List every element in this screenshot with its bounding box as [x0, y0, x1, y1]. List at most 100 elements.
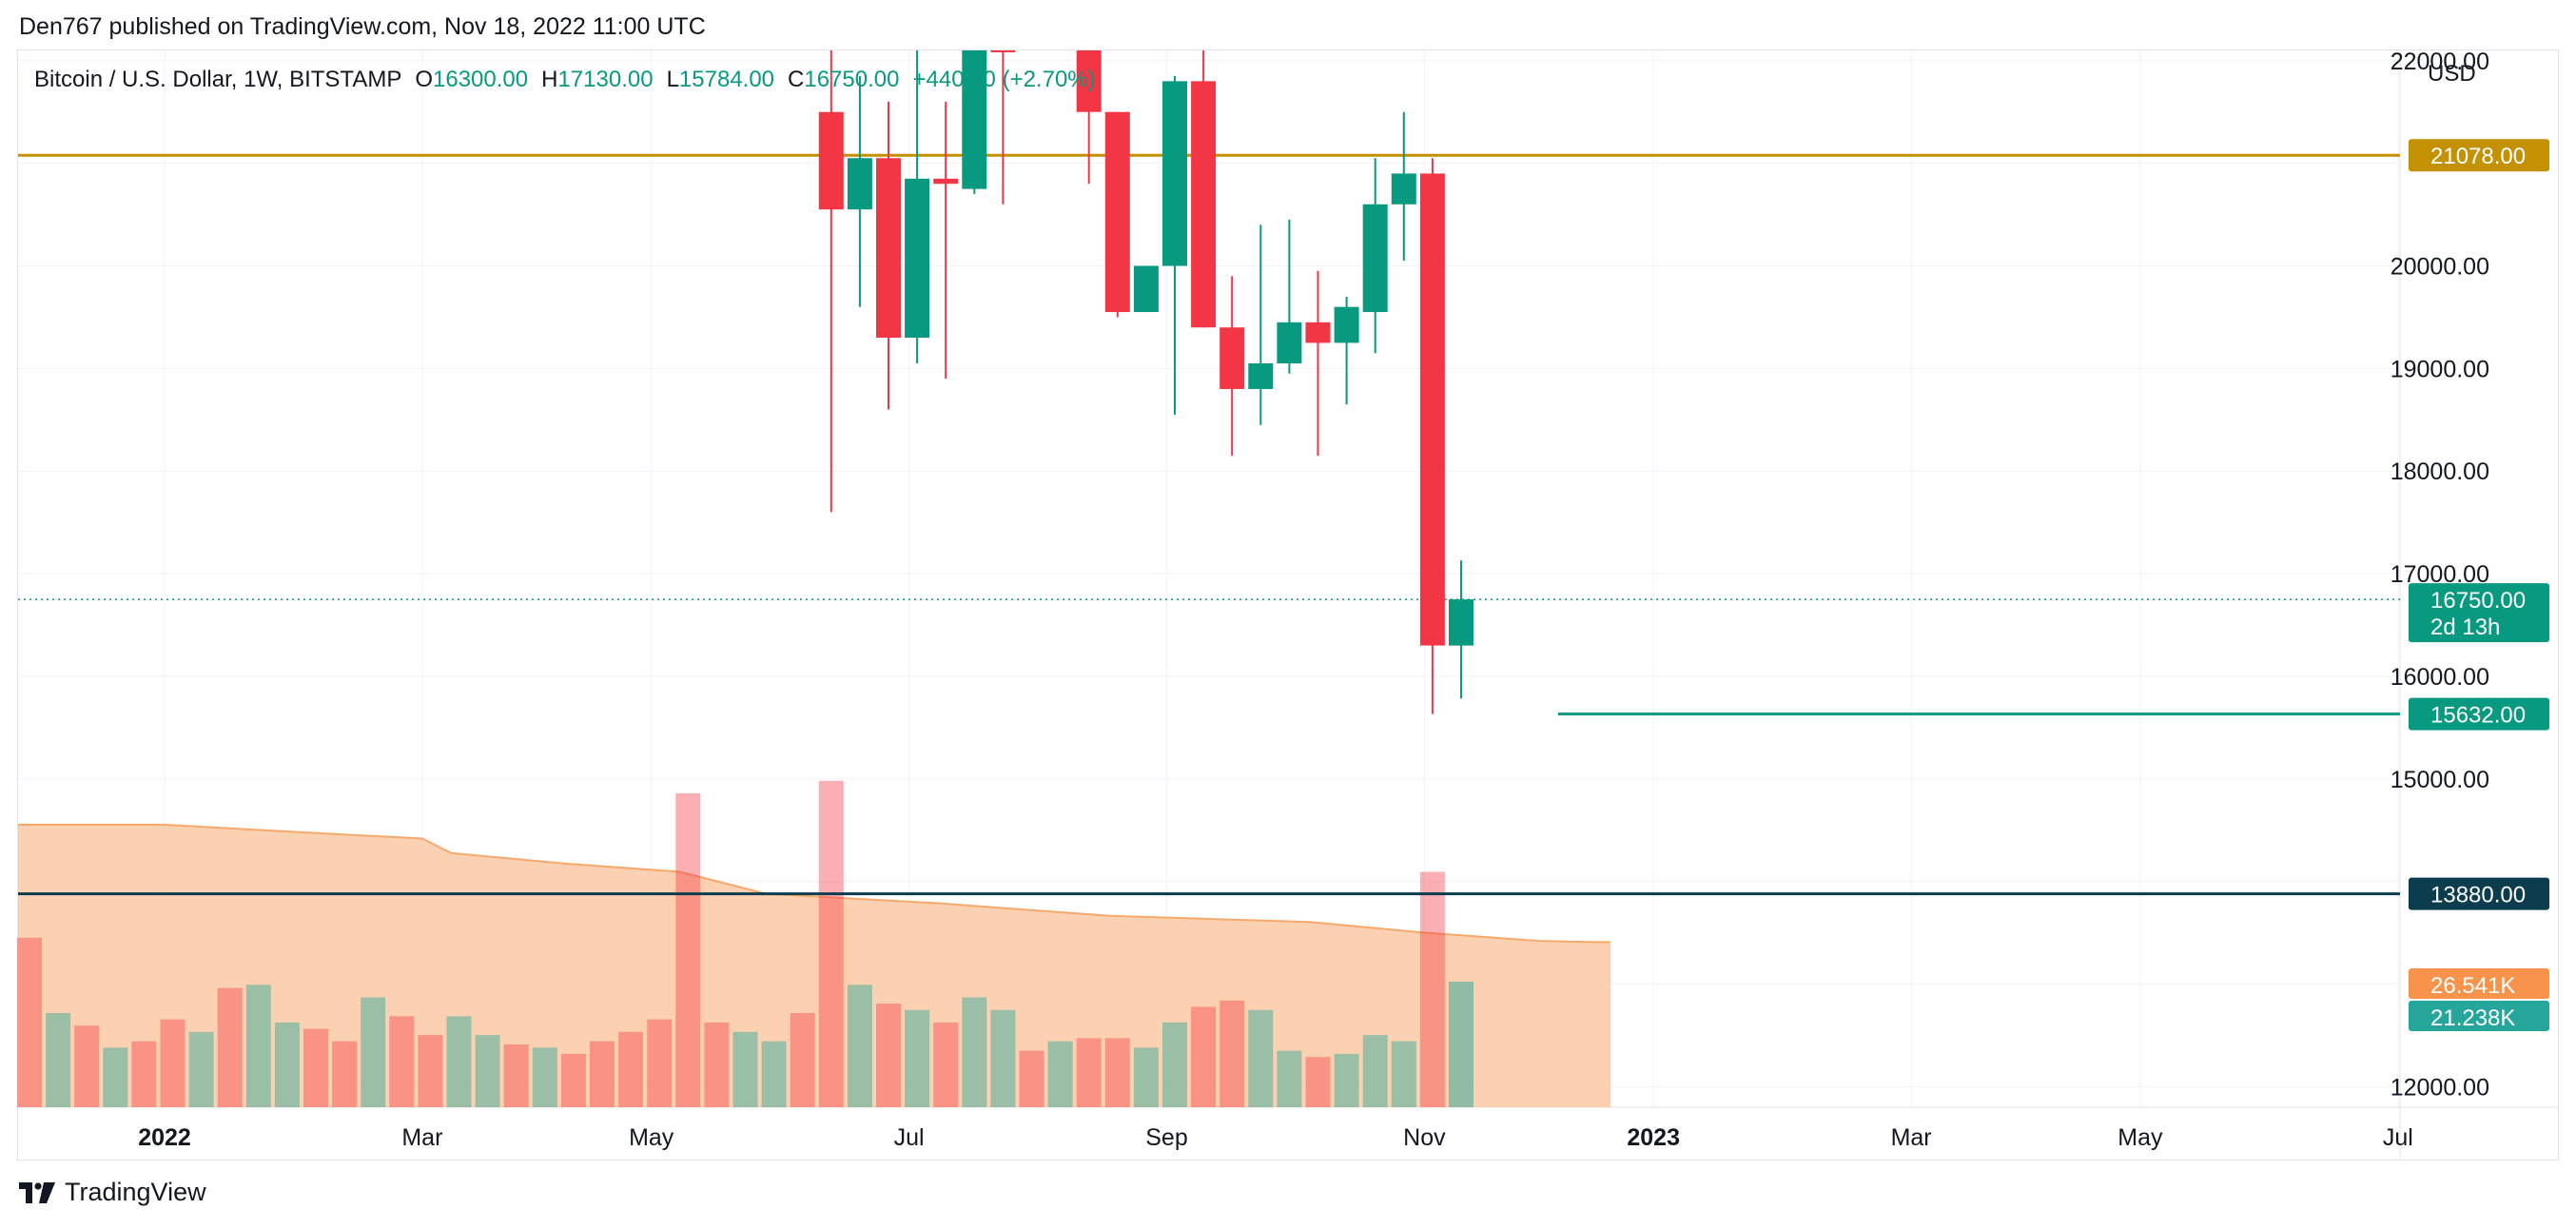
- candle-down: [933, 178, 959, 185]
- volume-bar: [17, 937, 42, 1107]
- y-tick-label: 16000.00: [2391, 664, 2489, 691]
- open-label: O: [415, 67, 433, 92]
- candle-up: [1248, 362, 1274, 389]
- x-tick-label: May: [2117, 1124, 2163, 1151]
- volume-bar: [647, 1019, 673, 1107]
- low-label: L: [666, 67, 679, 92]
- candle-up: [905, 178, 930, 339]
- candle-up: [962, 50, 987, 189]
- x-tick-label: Jul: [894, 1124, 925, 1151]
- x-tick-label: Jul: [2383, 1124, 2413, 1151]
- volume-bar: [1334, 1053, 1359, 1107]
- tradingview-logo-icon[interactable]: [19, 1181, 55, 1203]
- chart-frame[interactable]: [17, 49, 2559, 1161]
- volume-bar: [1162, 1022, 1187, 1107]
- footer: TradingView: [19, 1178, 206, 1207]
- volume-bar: [1191, 1006, 1217, 1107]
- support-tag-text: 15632.00: [2430, 703, 2526, 729]
- candle-up: [1449, 599, 1473, 646]
- volume-bar: [1449, 982, 1473, 1107]
- x-tick-label: Mar: [401, 1124, 442, 1151]
- volume-bar: [74, 1025, 100, 1107]
- candle-up: [1277, 322, 1302, 363]
- volume-bar: [590, 1041, 615, 1107]
- x-tick-label: 2023: [1627, 1124, 1680, 1151]
- close-label: C: [788, 67, 805, 92]
- volume-bar: [704, 1022, 730, 1107]
- x-tick-label: Sep: [1145, 1124, 1187, 1151]
- y-tick-label: 18000.00: [2391, 458, 2489, 485]
- candle-down: [876, 158, 901, 339]
- change-value: +440.00 (+2.70%): [912, 67, 1096, 92]
- x-tick-label: Mar: [1891, 1124, 1932, 1151]
- volume-bar: [761, 1041, 787, 1107]
- volume-bar: [1220, 1000, 1245, 1107]
- volume-label-tag-text: 21.238K: [2430, 1005, 2515, 1031]
- y-tick-label: 15000.00: [2391, 767, 2489, 793]
- volume-bar: [1133, 1047, 1159, 1107]
- high-label: H: [541, 67, 558, 92]
- volume-bar: [131, 1041, 157, 1107]
- volume-bar: [962, 997, 987, 1107]
- low-value: 15784.00: [678, 67, 775, 92]
- volume-bar: [933, 1022, 959, 1107]
- resistance-tag-text: 21078.00: [2430, 144, 2526, 169]
- level-tag: [2409, 877, 2549, 910]
- volume-bar: [1391, 1041, 1416, 1107]
- close-value: 16750.00: [804, 67, 900, 92]
- volume-bar: [532, 1047, 557, 1107]
- volume-bar: [303, 1028, 328, 1107]
- y-tick-label: 20000.00: [2391, 254, 2489, 281]
- volume-bar: [560, 1053, 586, 1107]
- volume-bar: [361, 997, 386, 1107]
- volume-bar: [503, 1044, 529, 1107]
- volume-bar: [389, 1016, 415, 1107]
- volume-bar: [332, 1041, 358, 1107]
- volume-label-tag: [2409, 1001, 2549, 1031]
- y-tick-label: 19000.00: [2391, 356, 2489, 382]
- candle-down: [1419, 173, 1445, 646]
- open-value: 16300.00: [433, 67, 529, 92]
- volume-bar: [1362, 1035, 1388, 1107]
- volume-bar: [160, 1019, 185, 1107]
- publisher-line: Den767 published on TradingView.com, Nov…: [19, 13, 706, 40]
- volume-bar: [103, 1047, 128, 1107]
- volume-bar: [732, 1031, 758, 1107]
- candle-down: [1076, 50, 1102, 112]
- x-tick-label: Nov: [1403, 1124, 1446, 1151]
- volume-bar: [1248, 1009, 1274, 1107]
- volume-bar: [446, 1016, 472, 1107]
- candle-up: [1391, 173, 1416, 205]
- brand-name[interactable]: TradingView: [65, 1178, 206, 1206]
- volume-bar: [46, 1013, 71, 1107]
- x-tick-label: 2022: [138, 1124, 191, 1151]
- volume-bar: [1305, 1057, 1331, 1107]
- level-tag-text: 13880.00: [2430, 883, 2526, 908]
- candle-down: [1191, 81, 1217, 328]
- high-value: 17130.00: [557, 67, 654, 92]
- volume-bar: [1104, 1038, 1130, 1107]
- volume-bar: [1019, 1050, 1044, 1107]
- last-price-tag-text: 16750.00: [2430, 588, 2526, 614]
- symbol-title[interactable]: Bitcoin / U.S. Dollar, 1W, BITSTAMP: [34, 67, 402, 92]
- volume-label-tag-text: 26.541K: [2430, 973, 2515, 999]
- volume-bar: [274, 1022, 300, 1107]
- volume-bar: [217, 987, 243, 1107]
- currency-label[interactable]: USD: [2428, 61, 2476, 87]
- x-tick-label: May: [629, 1124, 674, 1151]
- last-price-tag-text: 2d 13h: [2430, 614, 2500, 640]
- candle-up: [847, 158, 872, 210]
- volume-bar: [475, 1035, 500, 1107]
- volume-bar: [1419, 871, 1445, 1107]
- candle-up: [1334, 306, 1359, 343]
- volume-bar: [990, 1009, 1016, 1107]
- volume-bar: [418, 1035, 443, 1107]
- volume-bar: [245, 985, 271, 1107]
- volume-bar: [790, 1013, 815, 1107]
- volume-bar: [1076, 1038, 1102, 1107]
- candle-up: [1362, 204, 1388, 313]
- candle-down: [1104, 111, 1130, 313]
- candle-up: [1133, 265, 1159, 313]
- volume-bar: [876, 1004, 901, 1107]
